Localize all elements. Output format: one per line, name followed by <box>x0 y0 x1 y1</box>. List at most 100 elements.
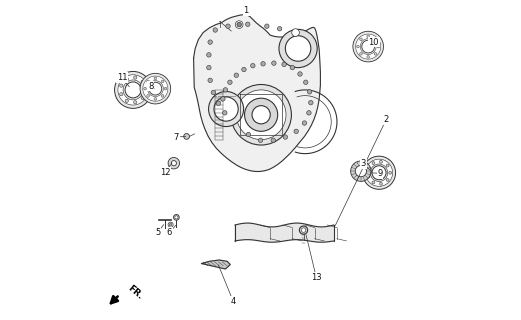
Circle shape <box>359 52 362 55</box>
Circle shape <box>175 216 178 219</box>
Circle shape <box>298 72 302 76</box>
Circle shape <box>307 111 311 115</box>
Circle shape <box>125 82 141 98</box>
Circle shape <box>245 22 250 27</box>
Circle shape <box>304 80 308 84</box>
Circle shape <box>292 29 300 36</box>
Circle shape <box>271 61 276 65</box>
Circle shape <box>372 181 375 184</box>
Circle shape <box>307 90 312 94</box>
Circle shape <box>154 77 157 80</box>
Circle shape <box>207 52 211 57</box>
Circle shape <box>242 67 246 72</box>
Circle shape <box>213 28 217 32</box>
Circle shape <box>367 167 370 170</box>
Circle shape <box>367 55 369 58</box>
Circle shape <box>184 133 190 139</box>
Circle shape <box>251 63 255 68</box>
Polygon shape <box>235 223 334 242</box>
Circle shape <box>355 165 366 177</box>
Circle shape <box>271 138 276 142</box>
Circle shape <box>277 27 282 31</box>
Circle shape <box>363 156 395 189</box>
Circle shape <box>362 40 375 53</box>
Circle shape <box>356 45 359 48</box>
Circle shape <box>214 97 238 121</box>
Circle shape <box>231 84 291 145</box>
Circle shape <box>144 87 146 90</box>
Text: 2: 2 <box>384 115 389 124</box>
Circle shape <box>144 88 147 92</box>
Circle shape <box>302 121 307 125</box>
Text: 10: 10 <box>368 38 379 47</box>
Circle shape <box>283 135 288 139</box>
Text: 3: 3 <box>361 159 366 168</box>
Circle shape <box>125 77 128 81</box>
Circle shape <box>265 24 269 28</box>
Circle shape <box>286 36 311 61</box>
Circle shape <box>162 94 164 97</box>
Circle shape <box>168 157 180 169</box>
Text: 13: 13 <box>311 273 321 282</box>
Circle shape <box>208 92 244 126</box>
Circle shape <box>370 164 388 181</box>
Circle shape <box>234 73 239 77</box>
Circle shape <box>372 166 386 180</box>
Circle shape <box>133 100 137 104</box>
Circle shape <box>222 111 227 115</box>
Circle shape <box>168 222 173 227</box>
Circle shape <box>365 159 393 186</box>
Circle shape <box>353 31 383 62</box>
Circle shape <box>140 73 171 104</box>
Circle shape <box>386 164 389 167</box>
Circle shape <box>221 97 225 101</box>
Circle shape <box>208 40 213 44</box>
Circle shape <box>372 162 375 164</box>
Circle shape <box>237 22 241 27</box>
Circle shape <box>359 38 362 41</box>
Circle shape <box>308 100 313 105</box>
Circle shape <box>386 179 389 181</box>
Circle shape <box>356 34 381 59</box>
Circle shape <box>235 21 243 28</box>
Circle shape <box>374 38 377 41</box>
Circle shape <box>118 75 148 105</box>
Circle shape <box>162 80 164 83</box>
Circle shape <box>252 106 270 124</box>
Circle shape <box>282 62 287 67</box>
Text: 12: 12 <box>159 168 170 177</box>
Circle shape <box>367 175 370 178</box>
Circle shape <box>379 160 382 163</box>
Circle shape <box>294 129 299 133</box>
Text: 8: 8 <box>148 82 154 91</box>
Circle shape <box>290 65 294 70</box>
Text: 7: 7 <box>173 132 179 141</box>
Text: 1: 1 <box>243 6 249 15</box>
Circle shape <box>147 81 163 97</box>
Circle shape <box>216 101 221 106</box>
Circle shape <box>226 24 230 28</box>
Circle shape <box>171 161 177 166</box>
Circle shape <box>123 80 143 100</box>
Circle shape <box>244 98 278 131</box>
Circle shape <box>377 45 380 48</box>
Text: 9: 9 <box>377 169 382 178</box>
Circle shape <box>143 76 168 101</box>
Circle shape <box>246 132 251 137</box>
Circle shape <box>351 161 371 181</box>
Circle shape <box>141 80 144 84</box>
Circle shape <box>208 78 213 83</box>
Circle shape <box>120 84 123 87</box>
Circle shape <box>300 226 308 234</box>
Text: 5: 5 <box>155 228 160 237</box>
Circle shape <box>211 90 216 95</box>
Circle shape <box>147 94 150 97</box>
Circle shape <box>164 87 167 90</box>
Circle shape <box>141 96 144 100</box>
Circle shape <box>374 52 377 55</box>
Circle shape <box>133 76 137 79</box>
Circle shape <box>169 223 172 226</box>
Circle shape <box>223 88 228 92</box>
Circle shape <box>389 171 392 174</box>
Circle shape <box>237 90 286 140</box>
